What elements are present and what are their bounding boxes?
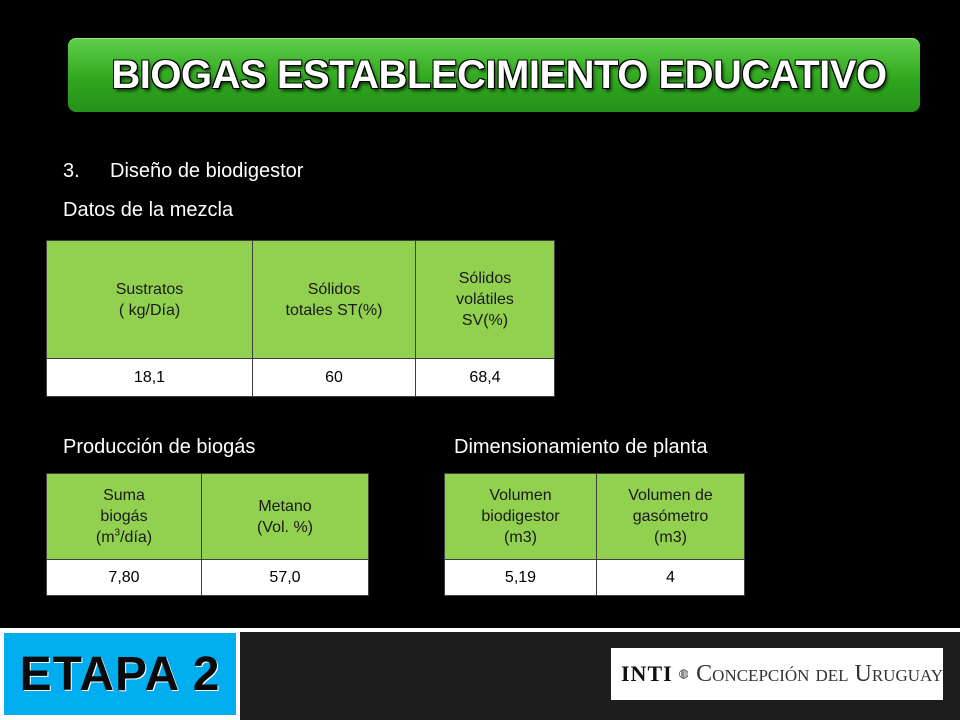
table-header-row: Volumen biodigestor (m3) Volumen de gasómet… bbox=[444, 473, 745, 560]
table-row: 7,80 57,0 bbox=[46, 559, 369, 596]
table-header-row: Sustratos( kg/Día) Sólidos totales ST(%) … bbox=[46, 240, 555, 359]
list-item-design: 3. Diseño de biodigestor bbox=[63, 160, 303, 183]
list-number: 3. bbox=[63, 160, 80, 182]
value-cell-volumen-gasometro: 4 bbox=[596, 559, 745, 596]
value-cell-volumen-biodigestor: 5,19 bbox=[444, 559, 597, 596]
dimension-table: Volumen biodigestor (m3) Volumen de gasómet… bbox=[444, 473, 745, 596]
table-header-row: Suma biogás (m3/día) Metano (Vol. %) bbox=[46, 473, 369, 560]
value-cell-sustratos: 18,1 bbox=[46, 358, 253, 397]
value-cell-metano: 57,0 bbox=[201, 559, 369, 596]
table-row: 5,19 4 bbox=[444, 559, 745, 596]
value-cell-suma-biogas: 7,80 bbox=[46, 559, 202, 596]
header-cell-volumen-biodigestor: Volumen biodigestor (m3) bbox=[444, 473, 597, 560]
list-item-text: Diseño de biodigestor bbox=[110, 160, 304, 182]
produccion-table: Suma biogás (m3/día) Metano (Vol. %) 7,80 5… bbox=[46, 473, 369, 596]
produccion-label: Producción de biogás bbox=[63, 436, 256, 458]
inti-logo: INTI Concepción del Uruguay bbox=[611, 648, 943, 700]
header-cell-volumen-gasometro: Volumen de gasómetro (m3) bbox=[596, 473, 745, 560]
header-cell-suma-biogas: Suma biogás (m3/día) bbox=[46, 473, 202, 560]
table-row: 18,1 60 68,4 bbox=[46, 358, 555, 397]
value-cell-solidos-totales: 60 bbox=[252, 358, 416, 397]
logo-brand: INTI bbox=[621, 661, 673, 686]
mezcla-label: Datos de la mezcla bbox=[63, 199, 234, 221]
header-cell-solidos-volatiles: Sólidos volátiles SV(%) bbox=[415, 240, 555, 359]
inti-logo-icon bbox=[678, 669, 689, 679]
dimension-label: Dimensionamiento de planta bbox=[454, 436, 708, 458]
title-banner: BIOGAS ESTABLECIMIENTO EDUCATIVO bbox=[68, 38, 920, 112]
mezcla-table: Sustratos( kg/Día) Sólidos totales ST(%) … bbox=[46, 240, 555, 397]
slide-title: BIOGAS ESTABLECIMIENTO EDUCATIVO bbox=[111, 52, 887, 97]
header-cell-sustratos: Sustratos( kg/Día) bbox=[46, 240, 253, 359]
footer-stage-box: ETAPA 2 bbox=[4, 633, 236, 715]
header-cell-solidos-totales: Sólidos totales ST(%) bbox=[252, 240, 416, 359]
header-cell-metano: Metano (Vol. %) bbox=[201, 473, 369, 560]
stage-label: ETAPA 2 bbox=[19, 647, 221, 701]
value-cell-solidos-volatiles: 68,4 bbox=[415, 358, 555, 397]
logo-place-name: Concepción del Uruguay bbox=[696, 660, 943, 687]
